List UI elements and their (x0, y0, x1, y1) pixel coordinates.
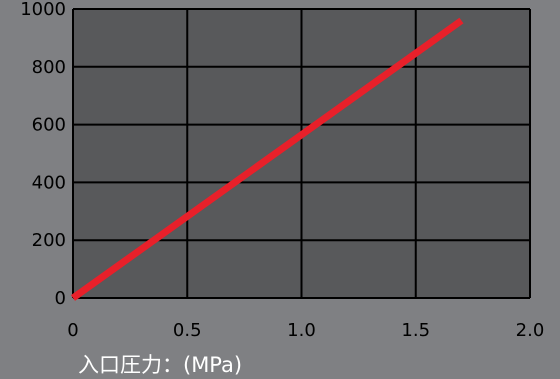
x-tick-label-1: 0.5 (173, 320, 202, 341)
y-tick-label-2: 400 (32, 172, 66, 193)
x-tick-label-3: 1.5 (401, 320, 430, 341)
x-tick-label-4: 2.0 (516, 320, 545, 341)
y-tick-label-5: 1000 (20, 0, 66, 20)
y-tick-label-1: 200 (32, 230, 66, 251)
x-axis-ticks: 0 0.5 1.0 1.5 2.0 (67, 320, 544, 341)
x-tick-label-0: 0 (67, 320, 78, 341)
x-tick-label-2: 1.0 (287, 320, 316, 341)
y-tick-label-0: 0 (55, 288, 66, 309)
series-line-0 (70, 17, 464, 301)
y-axis-ticks: 0 200 400 600 800 1000 (20, 0, 66, 309)
y-tick-label-4: 800 (32, 57, 66, 78)
series-group (70, 17, 464, 301)
x-axis-label: 入口圧力：(MPa) (78, 353, 242, 377)
grid-lines (72, 8, 531, 299)
y-tick-label-3: 600 (32, 115, 66, 136)
